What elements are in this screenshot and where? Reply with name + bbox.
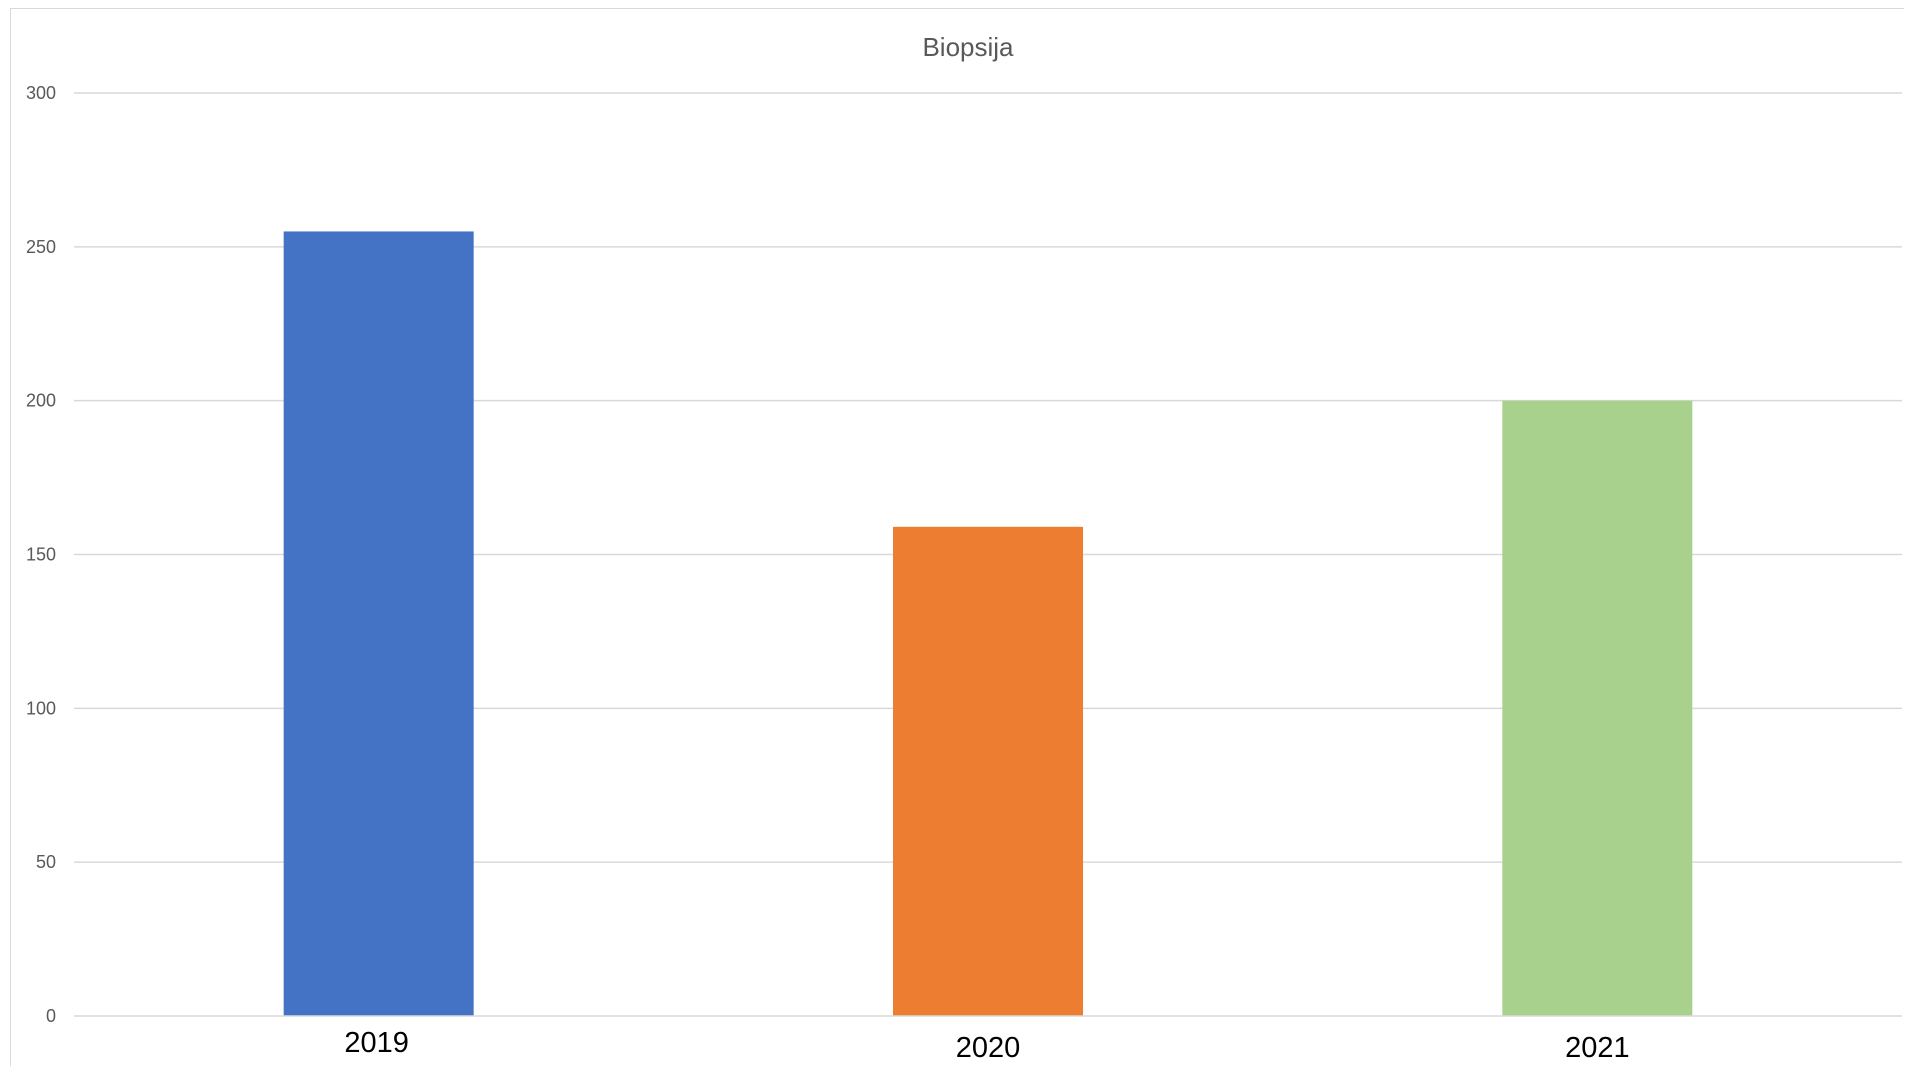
- bars: [283, 231, 1693, 1017]
- y-tick-label: 250: [26, 237, 56, 257]
- x-tick-label-2020: 2020: [956, 1032, 1021, 1064]
- y-tick-label: 50: [36, 852, 56, 872]
- y-tick-label: 150: [26, 545, 56, 565]
- x-tick-label-2021: 2021: [1565, 1032, 1630, 1064]
- y-tick-label: 300: [26, 83, 56, 103]
- chart-frame: [10, 8, 1904, 1066]
- y-axis-ticks: 0 50 100 150 200 250 300: [26, 83, 56, 1026]
- y-tick-label: 200: [26, 391, 56, 411]
- x-axis-ticks: 2019 2020 2021: [344, 1027, 1629, 1064]
- bar-2021: [1502, 400, 1693, 1017]
- chart-title: Biopsija: [922, 32, 1014, 62]
- bar-2019: [283, 231, 474, 1016]
- y-tick-label: 0: [46, 1006, 56, 1026]
- x-tick-label-2019: 2019: [344, 1027, 409, 1059]
- y-tick-label: 100: [26, 698, 56, 718]
- bar-2020: [893, 526, 1083, 1016]
